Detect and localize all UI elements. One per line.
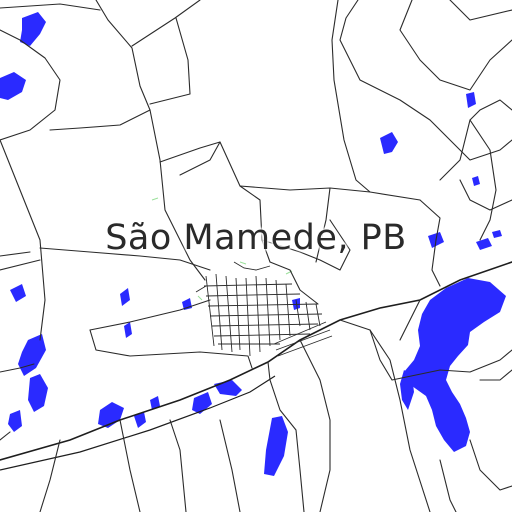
- road: [459, 179, 512, 211]
- road: [331, 0, 371, 193]
- road: [369, 329, 512, 381]
- street: [255, 275, 261, 353]
- street: [215, 273, 223, 351]
- road: [439, 99, 512, 181]
- road: [39, 439, 61, 512]
- street: [275, 279, 281, 341]
- pond-top-left: [20, 12, 46, 46]
- road: [179, 141, 221, 176]
- pond-left-2: [10, 284, 26, 302]
- road: [469, 439, 512, 491]
- vegetation-patch: [239, 261, 247, 265]
- pond-center-2: [134, 412, 146, 428]
- street: [265, 277, 271, 347]
- street: [315, 303, 321, 327]
- highway: [0, 261, 512, 461]
- street: [275, 329, 331, 351]
- pond-right-5: [476, 238, 492, 250]
- road: [119, 419, 141, 512]
- street: [195, 285, 207, 293]
- road: [89, 329, 253, 369]
- pond-center-6: [264, 416, 288, 476]
- road: [339, 0, 512, 161]
- street: [235, 277, 241, 351]
- road: [131, 0, 201, 47]
- pond-center-7: [124, 322, 132, 338]
- road: [261, 219, 351, 271]
- road: [149, 17, 191, 105]
- road: [315, 187, 331, 263]
- road: [49, 109, 151, 131]
- street: [233, 261, 271, 271]
- pond-right-2: [466, 92, 476, 108]
- road: [399, 0, 512, 91]
- pond-left-5: [28, 374, 48, 412]
- street: [295, 299, 301, 327]
- road: [0, 251, 31, 257]
- road: [299, 339, 331, 512]
- road: [219, 419, 241, 512]
- pond-right-6: [492, 230, 502, 238]
- pond-right-1: [380, 132, 398, 154]
- road: [439, 459, 457, 512]
- road: [0, 3, 101, 11]
- street: [207, 303, 319, 307]
- road: [339, 319, 431, 512]
- street: [209, 313, 323, 317]
- reservoir-large: [404, 278, 506, 452]
- street: [225, 275, 233, 353]
- road: [0, 29, 61, 141]
- road: [169, 419, 187, 512]
- street: [203, 283, 293, 287]
- road: [39, 247, 211, 271]
- pond-left-3: [120, 288, 130, 306]
- street: [273, 321, 327, 345]
- reservoir-tail: [400, 370, 414, 410]
- street: [285, 283, 291, 337]
- road: [479, 369, 512, 381]
- pond-center-4: [192, 392, 212, 414]
- road: [449, 0, 512, 21]
- street: [245, 277, 251, 357]
- pond-center-5: [214, 380, 242, 396]
- vegetation-patch: [197, 295, 203, 301]
- road: [0, 431, 11, 441]
- road: [469, 119, 497, 241]
- street: [205, 275, 215, 347]
- place-label: São Mamede, PB: [105, 218, 407, 258]
- railway: [0, 375, 276, 471]
- street: [211, 323, 319, 327]
- pond-left-4: [18, 334, 46, 376]
- street: [205, 293, 301, 297]
- pond-right-3: [472, 176, 480, 186]
- road: [0, 259, 41, 271]
- road: [267, 361, 305, 512]
- road: [269, 261, 319, 305]
- pond-left: [0, 72, 26, 100]
- vegetation-patch: [151, 197, 159, 201]
- pond-left-6: [8, 410, 22, 432]
- town-grid: [195, 261, 333, 357]
- road: [399, 299, 421, 341]
- pond-center-3: [150, 396, 160, 410]
- street: [213, 333, 311, 337]
- street: [277, 335, 333, 357]
- road: [0, 139, 46, 341]
- road: [419, 199, 441, 287]
- street: [305, 301, 311, 331]
- road: [0, 363, 35, 373]
- road: [89, 299, 211, 331]
